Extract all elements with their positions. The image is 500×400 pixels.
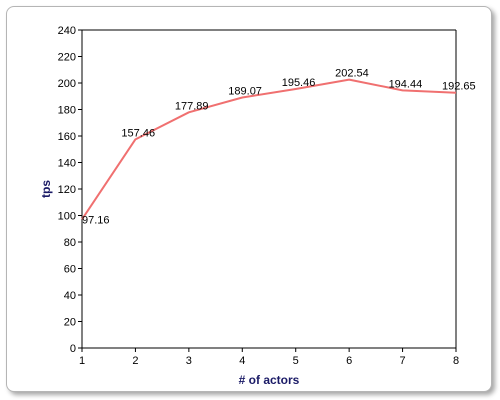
data-labels: 97.16 157.46 177.89 189.07 195.46 202.54 194.4… [82, 68, 476, 227]
y-tick-label: 140 [58, 158, 76, 170]
data-label: 189.07 [228, 85, 262, 97]
data-label: 194.44 [389, 78, 423, 90]
series-group [81, 78, 457, 220]
y-tick-label: 60 [64, 264, 76, 276]
data-label: 97.16 [82, 214, 110, 226]
y-tick-label: 160 [58, 131, 76, 143]
data-label: 177.89 [175, 100, 209, 112]
y-axis-ticks: 0 20 40 60 80 100 120 140 160 180 200 220 240 [58, 25, 82, 355]
data-label: 195.46 [282, 77, 316, 89]
x-tick-label: 8 [453, 355, 459, 367]
y-tick-label: 40 [64, 290, 76, 302]
x-tick-label: 7 [400, 355, 406, 367]
data-label: 192.65 [442, 81, 476, 93]
x-axis-ticks: 1 2 3 4 5 6 7 8 [79, 348, 459, 367]
x-tick-label: 2 [132, 355, 138, 367]
x-tick-label: 6 [346, 355, 352, 367]
y-tick-label: 0 [70, 343, 76, 355]
x-tick-label: 1 [79, 355, 85, 367]
y-tick-label: 20 [64, 317, 76, 329]
data-label: 157.46 [121, 127, 155, 139]
y-tick-label: 240 [58, 25, 76, 37]
y-tick-label: 200 [58, 78, 76, 90]
y-tick-label: 100 [58, 211, 76, 223]
y-tick-label: 120 [58, 184, 76, 196]
series-line [81, 78, 457, 220]
x-tick-label: 5 [293, 355, 299, 367]
x-tick-label: 4 [239, 355, 245, 367]
x-tick-label: 3 [186, 355, 192, 367]
y-tick-label: 80 [64, 237, 76, 249]
y-tick-label: 220 [58, 52, 76, 64]
x-axis-title: # of actors [239, 373, 300, 387]
data-label: 202.54 [335, 68, 369, 80]
y-tick-label: 180 [58, 105, 76, 117]
y-axis-title: tps [39, 180, 53, 198]
chart-frame [6, 6, 492, 392]
